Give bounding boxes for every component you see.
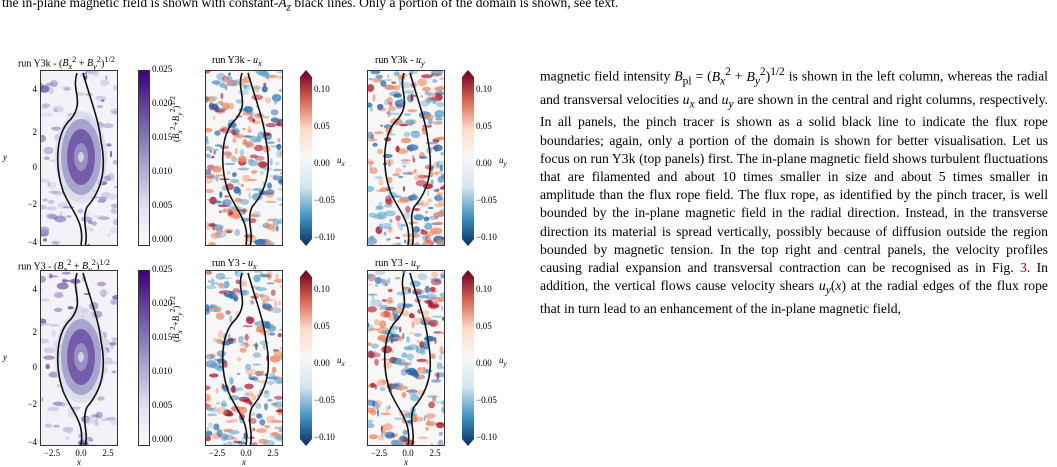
cbar-vel-tick-1-0-3: −0.05 bbox=[314, 395, 335, 405]
field-image bbox=[206, 271, 283, 446]
cbar-mag-tick-1-2: 0.015 bbox=[152, 332, 172, 342]
cbar-vel-tick-1-0-0: 0.10 bbox=[314, 284, 330, 294]
xtick-0-1: 0.0 bbox=[75, 448, 86, 458]
ytick-0-4: −4 bbox=[27, 237, 37, 247]
cbar-mag-tick-0-0: 0.025 bbox=[152, 64, 172, 74]
cbar-vel-tick-1-1-0: 0.10 bbox=[476, 284, 492, 294]
panel-y3k-uy bbox=[367, 70, 445, 246]
ytick-1-0: 4 bbox=[33, 284, 38, 294]
cbar-vel-tick-1-0-1: 0.05 bbox=[314, 321, 330, 331]
ytick-1-1: 2 bbox=[33, 327, 38, 337]
cbar-mag-tick-0-1: 0.020 bbox=[152, 98, 172, 108]
xtick-1-2: 2.5 bbox=[267, 448, 278, 458]
panel-y3-ux bbox=[205, 270, 283, 446]
ytick-0-0: 4 bbox=[33, 84, 38, 94]
cbar-label-uy-2: uy bbox=[499, 355, 507, 368]
fig-ref-link[interactable]: 3 bbox=[1020, 260, 1027, 275]
field-image bbox=[368, 271, 445, 446]
figure-caption: the in-plane magnetic field is shown wit… bbox=[2, 0, 1042, 17]
caption-text: the in-plane magnetic field is shown wit… bbox=[2, 0, 618, 10]
xlabel-1: x bbox=[77, 457, 81, 467]
xtick-2-1: 0.0 bbox=[402, 448, 413, 458]
field-image bbox=[368, 71, 445, 246]
cbar-vel-tick-0-1-3: −0.05 bbox=[476, 195, 497, 205]
cbar-vel-tick-1-0-4: −0.10 bbox=[314, 432, 335, 442]
field-image bbox=[41, 271, 118, 446]
body-paragraph: magnetic field intensity Bpl = (Bx2 + By… bbox=[540, 63, 1048, 318]
cbar-vel-tick-0-1-4: −0.10 bbox=[476, 232, 497, 242]
cbar-vel-tick-1-1-3: −0.05 bbox=[476, 395, 497, 405]
cbar-mag-tick-0-3: 0.010 bbox=[152, 166, 172, 176]
colorbar-y3-bpl bbox=[138, 270, 150, 446]
ylabel-2: y bbox=[3, 352, 7, 362]
ytick-1-3: −2 bbox=[27, 399, 37, 409]
xlabel-3: x bbox=[404, 457, 408, 467]
cbar-vel-tick-0-0-2: 0.00 bbox=[314, 158, 330, 168]
cbar-label-uy-1: uy bbox=[499, 155, 507, 168]
colorbar-y3k-uy bbox=[462, 70, 474, 246]
cbar-vel-tick-0-1-2: 0.00 bbox=[476, 158, 492, 168]
body-text: magnetic field intensity Bpl = (Bx2 + By… bbox=[540, 63, 1048, 318]
cbar-mag-tick-1-0: 0.025 bbox=[152, 264, 172, 274]
ylabel-1: y bbox=[3, 152, 7, 162]
cbar-vel-tick-0-0-1: 0.05 bbox=[314, 121, 330, 131]
cbar-mag-tick-0-4: 0.005 bbox=[152, 200, 172, 210]
colorbar-y3k-bpl bbox=[138, 70, 150, 246]
field-image bbox=[41, 71, 118, 246]
cbar-label-ux-1: ux bbox=[337, 155, 345, 168]
cbar-vel-tick-1-1-4: −0.10 bbox=[476, 432, 497, 442]
cbar-vel-tick-0-0-4: −0.10 bbox=[314, 232, 335, 242]
cbar-vel-tick-1-1-1: 0.05 bbox=[476, 321, 492, 331]
xtick-0-2: 2.5 bbox=[102, 448, 113, 458]
ytick-0-3: −2 bbox=[27, 199, 37, 209]
panel-y3k-ux bbox=[205, 70, 283, 246]
ytick-1-2: 0 bbox=[33, 362, 38, 372]
cbar-mag-tick-1-4: 0.005 bbox=[152, 400, 172, 410]
xtick-2-2: 2.5 bbox=[429, 448, 440, 458]
cbar-label-ux-2: ux bbox=[337, 355, 345, 368]
title-y3k-bpl: run Y3k - (Bx2 + By2)1/2 bbox=[18, 55, 115, 71]
panel-y3k-bpl bbox=[40, 70, 118, 246]
xtick-1-0: −2.5 bbox=[209, 448, 225, 458]
ytick-1-4: −4 bbox=[27, 437, 37, 447]
cbar-vel-tick-1-0-2: 0.00 bbox=[314, 358, 330, 368]
ytick-0-2: 0 bbox=[33, 162, 38, 172]
panel-y3-uy bbox=[367, 270, 445, 446]
cbar-mag-tick-0-5: 0.000 bbox=[152, 234, 172, 244]
ytick-0-1: 2 bbox=[33, 127, 38, 137]
cbar-mag-tick-1-5: 0.000 bbox=[152, 434, 172, 444]
colorbar-y3-ux bbox=[300, 270, 312, 446]
panel-y3-bpl bbox=[40, 270, 118, 446]
title-y3k-uy: run Y3k - uy bbox=[375, 55, 425, 68]
xtick-1-1: 0.0 bbox=[240, 448, 251, 458]
xlabel-2: x bbox=[242, 457, 246, 467]
cbar-vel-tick-0-0-0: 0.10 bbox=[314, 84, 330, 94]
figure-panels: run Y3k - (Bx2 + By2)1/2 run Y3k - ux ru… bbox=[0, 52, 525, 462]
cbar-vel-tick-1-1-2: 0.00 bbox=[476, 358, 492, 368]
cbar-vel-tick-0-1-0: 0.10 bbox=[476, 84, 492, 94]
cbar-vel-tick-0-0-3: −0.05 bbox=[314, 195, 335, 205]
colorbar-y3-uy bbox=[462, 270, 474, 446]
cbar-mag-tick-0-2: 0.015 bbox=[152, 132, 172, 142]
cbar-mag-tick-1-3: 0.010 bbox=[152, 366, 172, 376]
xtick-0-0: −2.5 bbox=[44, 448, 60, 458]
cbar-vel-tick-0-1-1: 0.05 bbox=[476, 121, 492, 131]
field-image bbox=[206, 71, 283, 246]
colorbar-y3k-ux bbox=[300, 70, 312, 246]
cbar-mag-tick-1-1: 0.020 bbox=[152, 298, 172, 308]
xtick-2-0: −2.5 bbox=[371, 448, 387, 458]
title-y3k-ux: run Y3k - ux bbox=[212, 55, 262, 68]
